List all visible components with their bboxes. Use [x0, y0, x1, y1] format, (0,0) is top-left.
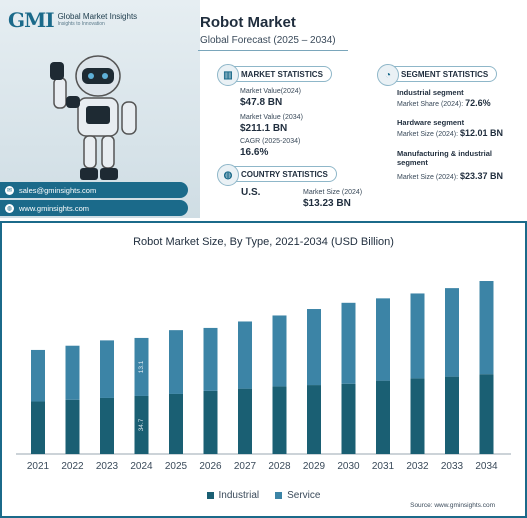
x-tick-label-2021: 2021: [27, 461, 50, 472]
x-tick-label-2034: 2034: [475, 461, 498, 472]
infographic-header: GMI Global Market Insights Insights to I…: [0, 0, 527, 218]
bar-service-2021: [31, 349, 45, 402]
stat-value: $211.1 BN: [240, 123, 288, 134]
segment-stats-heading: ◔ SEGMENT STATISTICS: [377, 64, 498, 86]
bar-service-2033: [445, 288, 459, 377]
bar-industrial-2026: [203, 390, 218, 454]
stat-value: 16.6%: [240, 147, 269, 158]
chart-bar-icon: ▥: [217, 64, 239, 86]
bar-industrial-2023: [100, 397, 114, 454]
legend-label: Service: [287, 490, 321, 501]
bar-industrial-2029: [307, 385, 321, 454]
segment-line: Market Size (2024): $23.37 BN: [397, 171, 504, 181]
x-tick-label-2029: 2029: [303, 461, 326, 472]
stat-label: CAGR (2025-2034): [240, 138, 301, 145]
segment-title: Manufacturing & industrial segment: [397, 149, 493, 167]
market-stats-heading: ▥ MARKET STATISTICS: [217, 64, 332, 86]
country-name: U.S.: [241, 187, 261, 198]
x-tick-label-2030: 2030: [337, 461, 360, 472]
bar-industrial-2025: [169, 393, 183, 454]
bar-industrial-2027: [238, 388, 252, 454]
chart-source: Source: www.gminsights.com: [410, 502, 495, 509]
contact-web[interactable]: ◍ www.gminsights.com: [0, 200, 188, 216]
globe-icon: ◍: [217, 164, 239, 186]
bar-industrial-2034: [479, 374, 494, 454]
mail-icon: ✉: [5, 185, 14, 195]
bar-industrial-2033: [445, 376, 459, 454]
x-tick-label-2023: 2023: [96, 461, 119, 472]
country-stats-heading: ◍ COUNTRY STATISTICS: [217, 164, 337, 186]
bar-service-2022: [65, 345, 80, 400]
stat-label: Market Value(2024): [240, 88, 301, 95]
bar-industrial-2031: [376, 380, 390, 454]
x-tick-label-2032: 2032: [406, 461, 429, 472]
legend-item-service: Service: [275, 490, 320, 501]
segment-line: Market Share (2024): 72.6%: [397, 98, 491, 108]
hero-panel: GMI Global Market Insights Insights to I…: [0, 0, 200, 218]
bar-industrial-2030: [341, 383, 356, 454]
bar-service-2027: [238, 321, 252, 389]
bar-industrial-2028: [272, 386, 287, 454]
legend-swatch-service: [275, 492, 283, 499]
robot-illustration: [50, 55, 137, 180]
web-text: www.gminsights.com: [19, 203, 90, 213]
bar-industrial-2022: [65, 399, 80, 454]
segment-title: Industrial segment: [397, 88, 464, 97]
market-stats-label: MARKET STATISTICS: [241, 69, 323, 79]
logo-name: Global Market Insights: [57, 12, 138, 21]
x-tick-label-2022: 2022: [61, 461, 84, 472]
segment-line: Market Size (2024): $12.01 BN: [397, 128, 504, 138]
bar-service-2030: [341, 302, 356, 384]
page-subtitle: Global Forecast (2025 – 2034): [200, 35, 336, 46]
x-tick-label-2026: 2026: [199, 461, 222, 472]
logo-mark: GMI: [8, 8, 55, 32]
legend-label: Industrial: [218, 490, 260, 501]
brand-logo[interactable]: GMI Global Market Insights Insights to I…: [8, 8, 137, 32]
x-tick-label-2033: 2033: [441, 461, 464, 472]
country-stats-label: COUNTRY STATISTICS: [241, 169, 328, 179]
stat-value: $47.8 BN: [240, 97, 283, 108]
bar-service-2031: [376, 298, 390, 381]
bar-service-2025: [169, 330, 183, 394]
bar-service-2028: [272, 315, 287, 387]
bar-industrial-2021: [31, 401, 45, 454]
segment-title: Hardware segment: [397, 118, 465, 127]
bar-service-2023: [100, 340, 114, 398]
bar-service-2032: [410, 293, 425, 379]
chart-panel: Robot Market Size, By Type, 2021-2034 (U…: [0, 221, 527, 518]
title-divider: [198, 50, 348, 51]
contact-email[interactable]: ✉ sales@gminsights.com: [0, 182, 188, 198]
stat-label: Market Value (2034): [240, 114, 303, 121]
x-tick-label-2031: 2031: [372, 461, 395, 472]
x-tick-label-2025: 2025: [165, 461, 188, 472]
globe-icon: ◍: [5, 203, 14, 213]
x-tick-label-2027: 2027: [234, 461, 257, 472]
bar-industrial-2024: [134, 395, 149, 454]
country-label: Market Size (2024): [303, 189, 363, 196]
x-tick-label-2028: 2028: [268, 461, 291, 472]
chart-title: Robot Market Size, By Type, 2021-2034 (U…: [133, 236, 394, 248]
logo-tagline: Insights to Innovation: [57, 21, 105, 27]
bar-service-2034: [479, 281, 494, 375]
bar-service-2026: [203, 327, 218, 391]
pie-chart-icon: ◔: [377, 64, 399, 86]
x-tick-label-2024: 2024: [130, 461, 153, 472]
email-text: sales@gminsights.com: [19, 185, 97, 195]
segment-stats-label: SEGMENT STATISTICS: [401, 69, 489, 79]
country-value: $13.23 BN: [303, 198, 351, 209]
page-title: Robot Market: [200, 14, 296, 31]
bar-service-2029: [307, 309, 321, 386]
data-label-service-2024: 13.1: [138, 360, 145, 373]
bar-service-2024: [134, 337, 149, 396]
data-label-industrial-2024: 34.7: [138, 418, 145, 431]
legend-swatch-industrial: [206, 492, 214, 499]
bar-chart: 2021 2022 2023 34.7 13.1 2024 2025 2026 2027 2028…: [16, 281, 511, 472]
legend-item-industrial: Industrial: [206, 490, 260, 501]
chart-legend: Industrial Service: [2, 490, 525, 501]
bar-industrial-2032: [410, 378, 425, 454]
